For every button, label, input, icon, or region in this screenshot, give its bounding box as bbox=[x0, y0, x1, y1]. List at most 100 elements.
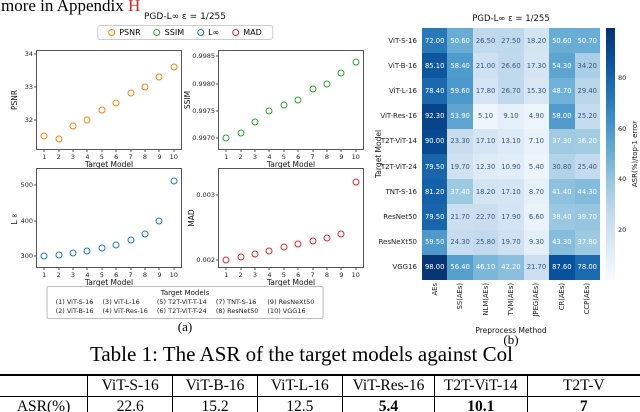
heatmap-cell: 5.40 bbox=[523, 154, 550, 180]
ssim-y-axis-label: SSIM bbox=[183, 90, 192, 110]
x-tick-mark bbox=[173, 149, 175, 152]
y-tick-label: 33 bbox=[24, 82, 33, 91]
x-tick-label: 4 bbox=[267, 271, 272, 279]
heatmap-cell: 81.20 bbox=[422, 179, 448, 205]
data-point bbox=[222, 134, 230, 142]
x-tick-mark bbox=[254, 267, 256, 270]
x-tick-mark bbox=[72, 149, 74, 152]
heatmap-cell: 46.10 bbox=[472, 254, 499, 280]
heatmap-cell: 50.60 bbox=[447, 28, 473, 54]
heatmap-cell: 53.90 bbox=[447, 103, 473, 129]
legend-marker-icon bbox=[153, 29, 161, 36]
colorbar bbox=[606, 28, 615, 280]
y-tick-mark bbox=[34, 220, 37, 222]
data-point bbox=[337, 69, 345, 77]
data-point bbox=[69, 249, 77, 257]
colorbar-tick-label: 60 bbox=[618, 124, 627, 133]
data-point bbox=[294, 96, 302, 104]
colorbar-ticks: 20 40 60 80 bbox=[618, 28, 638, 280]
y-tick-label: 300 bbox=[20, 252, 33, 261]
x-tick-mark bbox=[43, 267, 45, 270]
heatmap-cell: 58.40 bbox=[447, 53, 473, 79]
heatmap-cell: 50.70 bbox=[574, 28, 600, 54]
table-value-cell: 15.2 bbox=[172, 396, 258, 412]
models-legend-entry: (5) T2T-ViT-T-14 bbox=[156, 298, 207, 306]
figure-a-title: PGD-L∞ ε = 1/255 bbox=[143, 12, 226, 22]
x-tick-label: 4 bbox=[85, 271, 90, 279]
y-tick-label: 0.9980 bbox=[192, 79, 215, 88]
heatmap-cell: 25.40 bbox=[574, 154, 600, 180]
y-tick-label: 0.9970 bbox=[192, 134, 215, 143]
x-tick-mark bbox=[326, 149, 328, 152]
x-tick-mark bbox=[225, 149, 227, 152]
x-tick-mark bbox=[158, 149, 160, 152]
x-tick-label: 6 bbox=[296, 271, 301, 279]
y-tick-mark bbox=[216, 137, 219, 139]
legend-item: L∞ bbox=[197, 28, 219, 37]
psnr-y-axis-label: PSNR bbox=[10, 89, 19, 111]
x-tick-mark bbox=[312, 149, 314, 152]
data-point bbox=[112, 99, 120, 107]
heatmap-cell: 56.40 bbox=[447, 254, 473, 280]
heatmap-cell: 72.00 bbox=[422, 28, 448, 54]
heatmap-col-labels: AEs SS(AEs) NLM(AEs) TVM(AEs) JPEG(AEs) CR(AE… bbox=[422, 283, 600, 327]
psnr-x-axis-label: Target Model bbox=[84, 160, 134, 169]
heatmap-row-label: ViT-Res-16 bbox=[380, 112, 417, 121]
models-legend-entry: (6) T2T-ViT-T-24 bbox=[156, 307, 207, 315]
heatmap-cell: 13.10 bbox=[498, 128, 524, 154]
data-point bbox=[83, 116, 91, 124]
heatmap-cell: 78.40 bbox=[422, 78, 448, 104]
heatmap-row-label: T2T-ViT-24 bbox=[380, 162, 417, 171]
models-legend-column: (9) ResNeXt50 (10) VGG16 bbox=[267, 298, 314, 315]
y-tick-mark bbox=[216, 110, 219, 112]
asr-table: ViT-S-16 ViT-B-16 ViT-L-16 ViT-Res-16 T2T-Vi… bbox=[0, 374, 640, 412]
y-tick-label: 0.9985 bbox=[192, 52, 215, 61]
y-tick-label: 32 bbox=[24, 115, 33, 124]
x-tick-mark bbox=[297, 149, 299, 152]
x-tick-label: 4 bbox=[267, 153, 272, 161]
colorbar-tick-label: 80 bbox=[618, 74, 627, 83]
table-col-header: ViT-Res-16 bbox=[341, 375, 435, 397]
x-tick-label: 6 bbox=[114, 271, 119, 279]
ssim-subplot: SSIM Target Model 0.9970 0.9975 0.9980 0.99… bbox=[183, 50, 364, 169]
x-tick-label: 6 bbox=[296, 153, 301, 161]
y-tick-label: 0.003 bbox=[196, 191, 215, 200]
figure-b: PGD-L∞ ε = 1/255 Target Model ViT-S-16 Vi… bbox=[372, 12, 640, 348]
table-value-cell: 10.1 bbox=[434, 396, 528, 412]
heatmap-cell: 48.70 bbox=[549, 78, 575, 104]
heatmap-col-label: JPEG(AEs) bbox=[532, 283, 541, 317]
table-value-cell: 12.5 bbox=[256, 396, 343, 412]
x-tick-label: 1 bbox=[42, 153, 47, 161]
x-tick-label: 9 bbox=[157, 271, 162, 279]
heatmap-cell: 17.30 bbox=[523, 53, 550, 79]
linf-subplot: L∞ Target Model 300 400 500 1 2 3 4 5 6 7 8 9 10 bbox=[10, 168, 182, 287]
table-value-cell: 7 bbox=[526, 396, 640, 412]
x-tick-label: 6 bbox=[114, 153, 119, 161]
legend-label: PSNR bbox=[119, 28, 141, 37]
x-tick-mark bbox=[115, 149, 117, 152]
x-tick-mark bbox=[340, 149, 342, 152]
x-tick-mark bbox=[101, 267, 103, 270]
heatmap-cell: 78.00 bbox=[574, 254, 600, 280]
legend-label: SSIM bbox=[164, 28, 185, 37]
y-tick-mark bbox=[216, 194, 219, 196]
heatmap-cell: 59.60 bbox=[447, 78, 473, 104]
heatmap-cell: 54.30 bbox=[549, 53, 575, 79]
models-legend-entry: (2) ViT-B-16 bbox=[55, 307, 94, 315]
y-tick-mark bbox=[34, 86, 37, 88]
heatmap-cell: 17.90 bbox=[498, 204, 524, 230]
heatmap-cell: 58.00 bbox=[549, 103, 575, 129]
heatmap-cell: 37.40 bbox=[447, 179, 473, 205]
heatmap-cell: 43.30 bbox=[549, 229, 575, 255]
models-legend-entry: (3) ViT-L-16 bbox=[102, 298, 140, 306]
heatmap-cell: 90.00 bbox=[422, 128, 448, 154]
appendix-text: more in Appendix bbox=[1, 0, 129, 15]
data-point bbox=[294, 240, 302, 248]
appendix-link[interactable]: H bbox=[128, 0, 141, 15]
y-tick-label: 400 bbox=[20, 216, 33, 225]
heatmap-row-labels: ViT-S-16 ViT-B-16 ViT-L-16 ViT-Res-16 T2T-Vi… bbox=[372, 28, 419, 280]
legend-item: SSIM bbox=[153, 28, 185, 37]
data-point bbox=[265, 107, 273, 115]
data-point bbox=[141, 230, 149, 238]
